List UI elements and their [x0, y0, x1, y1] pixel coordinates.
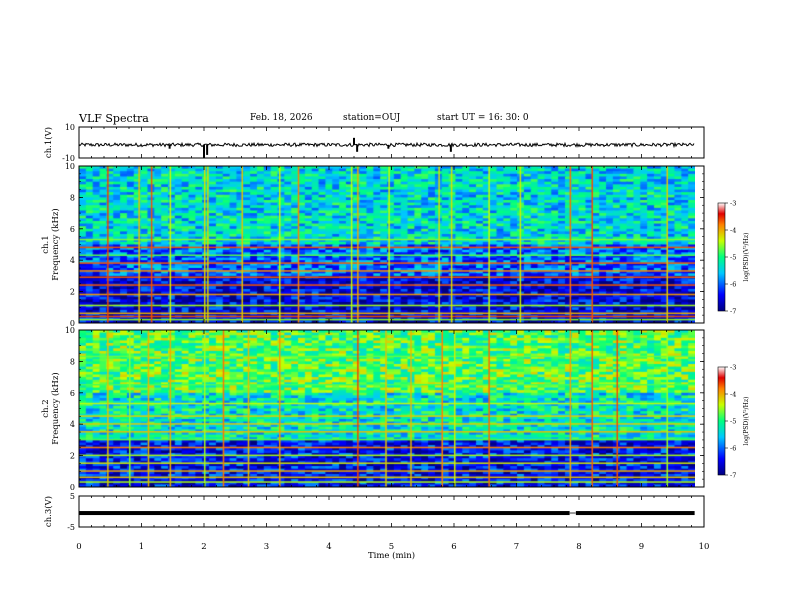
colorbar-label: log(PSD)(V²/Hz) [743, 397, 750, 446]
chart-title: VLF Spectra [79, 112, 149, 125]
x-tick-label: 9 [639, 542, 644, 552]
y-tick-label: -10 [62, 154, 75, 163]
x-tick-label: 7 [514, 542, 519, 552]
x-tick-label: 6 [451, 542, 456, 552]
x-tick-label: 10 [699, 542, 710, 552]
y-tick-label: 10 [65, 326, 75, 335]
ch1-spectrogram-image [79, 166, 695, 323]
ch2-spectrogram-image [79, 330, 695, 487]
colorbar-tick-label: -4 [730, 227, 736, 235]
date-label: Feb. 18, 2026 [250, 113, 313, 123]
ch3-signal-segment [79, 511, 570, 516]
y-axis-label: ch.2 [41, 399, 51, 417]
y-axis-label: ch.1(V) [43, 127, 54, 158]
ch1-waveform-frame [78, 126, 705, 159]
x-axis-label: Time (min) [368, 550, 415, 561]
y-tick-label: 2 [70, 452, 75, 461]
colorbar-tick-label: -4 [730, 391, 736, 399]
y-tick-label: 10 [65, 162, 75, 171]
x-tick-label: 5 [389, 542, 394, 552]
x-tick-label: 8 [576, 542, 581, 552]
x-tick-label: 0 [76, 542, 81, 552]
y-tick-label: 8 [70, 357, 75, 366]
ch1-signal-line [78, 141, 695, 149]
y-axis-label: Frequency (kHz) [50, 372, 61, 444]
y-tick-label: 4 [70, 256, 75, 265]
colorbar-label: log(PSD)(V²/Hz) [743, 233, 750, 282]
y-axis-label: Frequency (kHz) [50, 208, 61, 280]
y-tick-label: 10 [65, 123, 75, 132]
colorbar-tick-label: -5 [730, 254, 736, 262]
ch2-spectrogram-colorbar [717, 366, 726, 476]
y-tick-label: 2 [70, 288, 75, 297]
x-tick-label: 3 [264, 542, 269, 552]
ch3-signal-gap [569, 512, 576, 515]
station-label: station=OUJ [343, 113, 401, 123]
y-tick-label: 0 [70, 319, 75, 328]
x-tick-label: 4 [326, 542, 331, 552]
y-axis-label: ch.1 [41, 235, 51, 253]
y-tick-label: -5 [67, 523, 75, 532]
y-tick-label: 6 [70, 389, 75, 398]
y-tick-label: 5 [70, 492, 75, 501]
colorbar-tick-label: -5 [730, 418, 736, 426]
y-tick-label: 4 [70, 420, 75, 429]
colorbar-tick-label: -7 [730, 308, 736, 316]
ch3-signal-segment [575, 511, 695, 516]
colorbar-tick-label: -6 [730, 281, 736, 289]
x-tick-label: 2 [201, 542, 206, 552]
colorbar-tick-label: -7 [730, 472, 736, 480]
colorbar-tick-label: -6 [730, 445, 736, 453]
y-tick-label: 8 [70, 193, 75, 202]
y-tick-label: 0 [70, 483, 75, 492]
colorbar-tick-label: -3 [730, 364, 736, 372]
x-tick-label: 1 [139, 542, 144, 552]
ch1-spectrogram-colorbar [717, 202, 726, 312]
y-axis-label: ch.3(V) [43, 496, 54, 527]
y-tick-label: 6 [70, 225, 75, 234]
start-time-label: start UT = 16: 30: 0 [437, 113, 529, 123]
colorbar-tick-label: -3 [730, 200, 736, 208]
